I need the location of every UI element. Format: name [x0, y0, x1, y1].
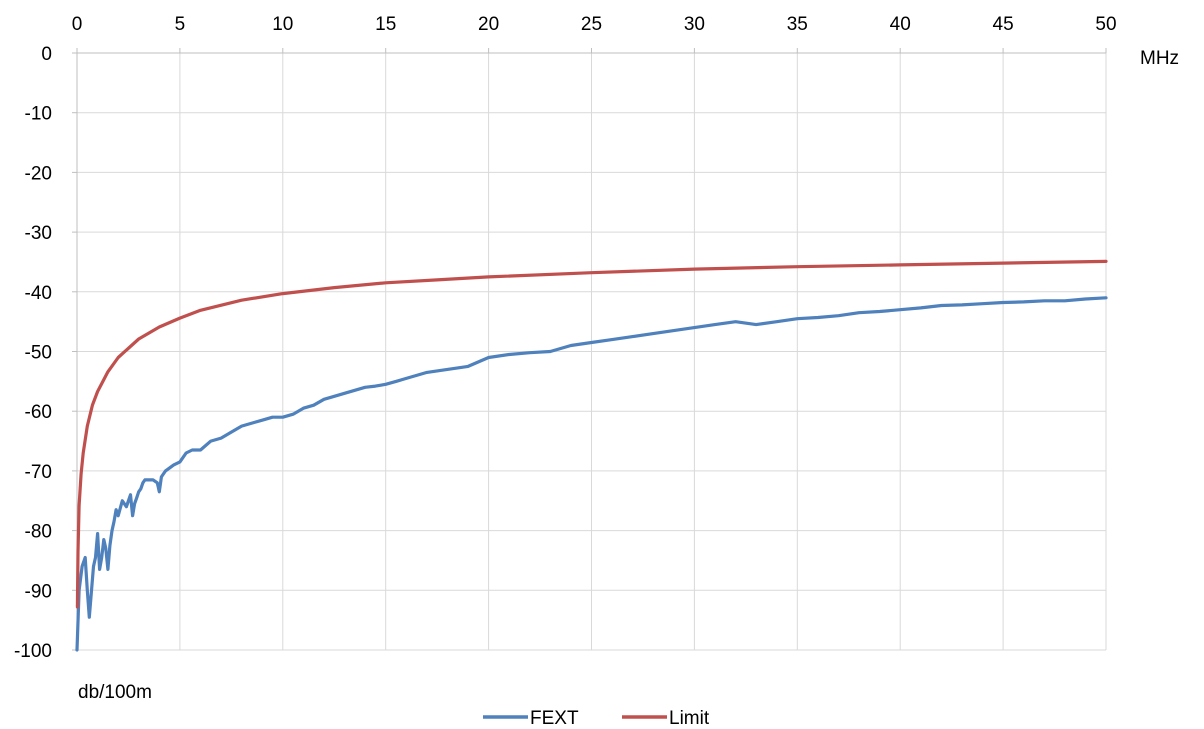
x-tick-label: 20: [478, 14, 499, 35]
y-tick-label: -50: [25, 343, 52, 364]
axes: [72, 48, 1107, 651]
y-tick-label: -60: [25, 402, 52, 423]
x-tick-label: 40: [890, 14, 911, 35]
y-tick-label: -30: [25, 223, 52, 244]
x-tick-label: 50: [1095, 14, 1116, 35]
series-line-fext: [75, 296, 1108, 652]
y-unit-label: db/100m: [78, 682, 152, 703]
x-tick-label: 25: [581, 14, 602, 35]
x-tick-label: 35: [787, 14, 808, 35]
grid-lines: [77, 53, 1107, 651]
x-unit-label: MHz: [1140, 48, 1179, 69]
y-tick-label: -90: [25, 581, 52, 602]
x-tick-label: 30: [684, 14, 705, 35]
y-tick-label: -70: [25, 462, 52, 483]
y-tick-labels: 0 -10 -20 -30 -40 -50 -60 -70 -80 -90 -100: [14, 44, 52, 662]
y-tick-label: -40: [25, 283, 52, 304]
legend: FEXT Limit: [483, 708, 710, 729]
x-tick-label: 0: [72, 14, 83, 35]
y-tick-label: -80: [25, 522, 52, 543]
x-tick-label: 10: [272, 14, 293, 35]
series-lines: [75, 259, 1108, 652]
legend-label-fext: FEXT: [530, 708, 579, 729]
x-tick-labels: 0 5 10 15 20 25 30 35 40 45 50: [72, 14, 1117, 35]
y-tick-label: -10: [25, 104, 52, 125]
x-tick-label: 45: [993, 14, 1014, 35]
y-tick-label: -20: [25, 163, 52, 184]
series-line-limit: [75, 259, 1108, 609]
x-tick-label: 15: [375, 14, 396, 35]
y-tick-label: -100: [14, 641, 52, 662]
y-tick-label: 0: [41, 44, 52, 65]
legend-label-limit: Limit: [669, 708, 710, 729]
x-tick-label: 5: [175, 14, 186, 35]
